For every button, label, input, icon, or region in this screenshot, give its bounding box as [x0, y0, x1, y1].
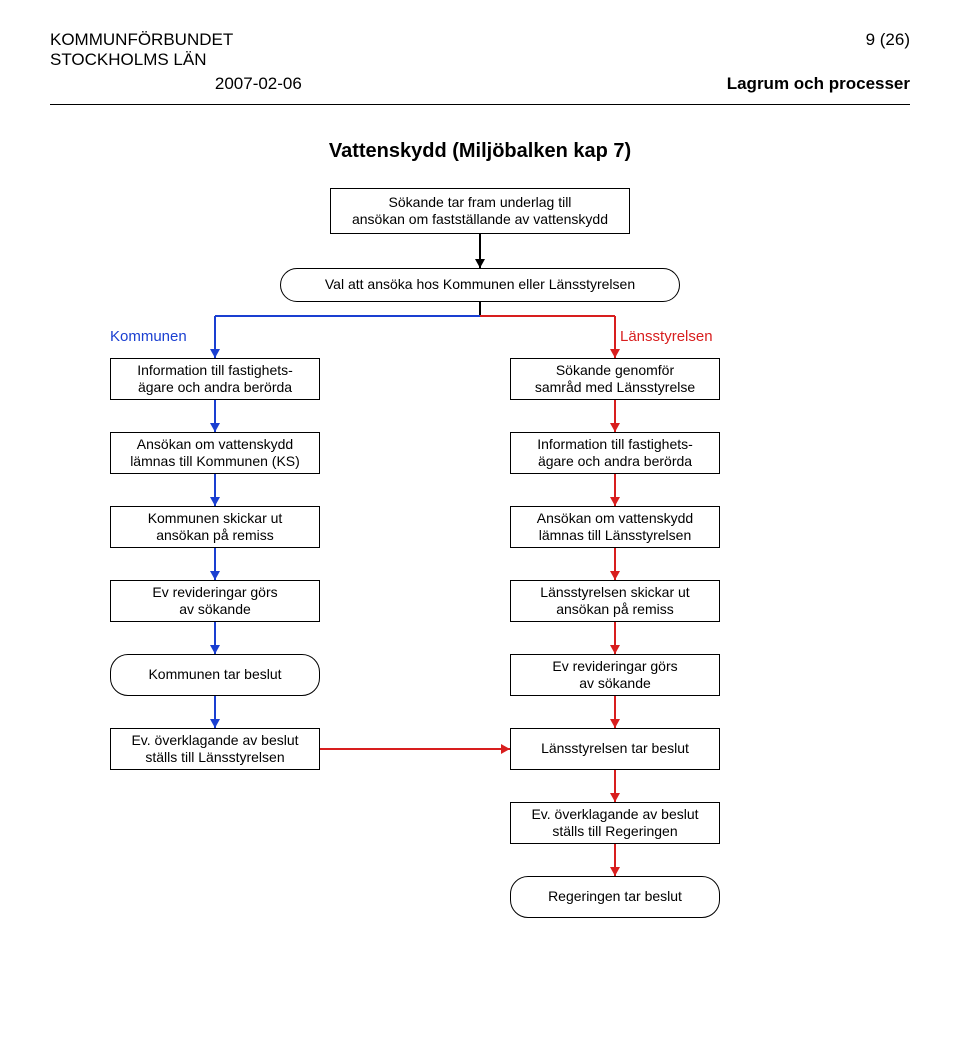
- header-page-number: 9 (26): [866, 30, 910, 50]
- left-box-5: Ev. överklagande av beslutställs till Lä…: [110, 728, 320, 770]
- right-box-7: Regeringen tar beslut: [510, 876, 720, 918]
- choice-box: Val att ansöka hos Kommunen eller Länsst…: [280, 268, 680, 302]
- header-sub: 2007-02-06 Lagrum och processer: [50, 74, 910, 94]
- left-box-0: Information till fastighets-ägare och an…: [110, 358, 320, 400]
- header: KOMMUNFÖRBUNDET 9 (26): [50, 30, 910, 50]
- page: KOMMUNFÖRBUNDET 9 (26) STOCKHOLMS LÄN 20…: [0, 0, 960, 1052]
- right-box-1: Information till fastighets-ägare och an…: [510, 432, 720, 474]
- header-org-line2: STOCKHOLMS LÄN: [50, 50, 910, 70]
- right-box-6: Ev. överklagande av beslutställs till Re…: [510, 802, 720, 844]
- flowchart: Sökande tar fram underlag tillansökan om…: [50, 188, 910, 1018]
- chart-title: Vattenskydd (Miljöbalken kap 7): [50, 140, 910, 163]
- header-org-line1: KOMMUNFÖRBUNDET: [50, 30, 233, 50]
- left-box-1: Ansökan om vattenskyddlämnas till Kommun…: [110, 432, 320, 474]
- right-column-label: Länsstyrelsen: [620, 328, 713, 345]
- header-date: 2007-02-06: [215, 74, 302, 94]
- right-box-3: Länsstyrelsen skickar utansökan på remis…: [510, 580, 720, 622]
- right-box-5: Länsstyrelsen tar beslut: [510, 728, 720, 770]
- right-box-4: Ev revideringar görsav sökande: [510, 654, 720, 696]
- left-column-label: Kommunen: [110, 328, 187, 345]
- start-box: Sökande tar fram underlag tillansökan om…: [330, 188, 630, 234]
- left-box-3: Ev revideringar görsav sökande: [110, 580, 320, 622]
- header-divider: [50, 104, 910, 105]
- left-box-4: Kommunen tar beslut: [110, 654, 320, 696]
- header-doc-section: Lagrum och processer: [727, 74, 910, 94]
- right-box-2: Ansökan om vattenskyddlämnas till Länsst…: [510, 506, 720, 548]
- left-box-2: Kommunen skickar utansökan på remiss: [110, 506, 320, 548]
- right-box-0: Sökande genomförsamråd med Länsstyrelse: [510, 358, 720, 400]
